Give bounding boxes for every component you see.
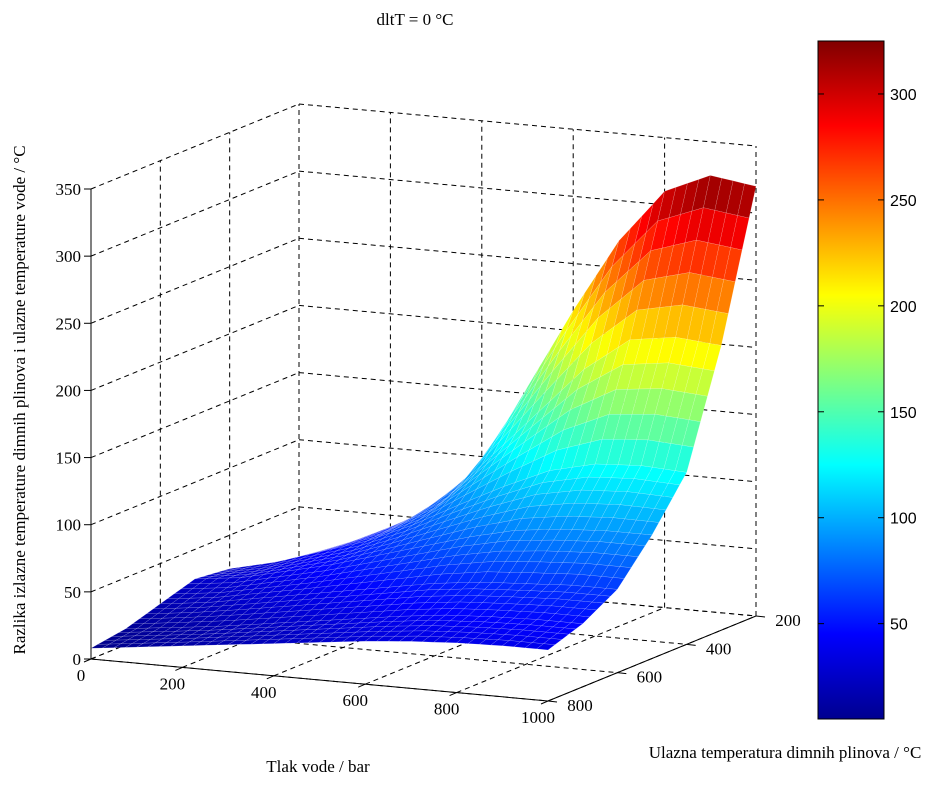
grid-line	[90, 439, 300, 526]
colorbar-tick-label: 150	[890, 405, 917, 422]
y-axis-line	[547, 615, 757, 702]
grid-line	[456, 607, 665, 694]
y-tick	[686, 643, 696, 646]
y-tick	[547, 700, 558, 703]
y-tick-label: 600	[637, 668, 663, 687]
y-tick-label: 200	[775, 611, 801, 630]
z-tick-label: 0	[73, 650, 82, 669]
z-axis-label: Razlika izlazne temperature dimnih plino…	[10, 145, 29, 654]
y-tick	[755, 615, 766, 618]
x-axis-label: Tlak vode / bar	[266, 757, 370, 776]
x-axis-line	[90, 658, 549, 702]
z-tick-label: 200	[56, 381, 82, 400]
x-tick	[175, 666, 183, 671]
x-tick-label: 1000	[521, 708, 555, 727]
y-tick	[617, 672, 627, 675]
y-axis-label: Ulazna temperatura dimnih plinova / °C	[649, 743, 922, 762]
colorbar-gradient	[817, 40, 885, 720]
grid-line	[90, 237, 300, 324]
colorbar-tick-label: 200	[890, 299, 917, 316]
grid-line	[90, 506, 300, 593]
surface	[90, 175, 757, 651]
z-tick-label: 250	[56, 314, 82, 333]
x-tick-label: 0	[77, 666, 86, 685]
chart-title: dltT = 0 °C	[377, 10, 454, 29]
z-tick-label: 100	[56, 516, 82, 535]
z-tick-label: 300	[56, 247, 82, 266]
colorbar-tick-label: 250	[890, 193, 917, 210]
y-tick-label: 800	[567, 696, 593, 715]
x-tick-label: 400	[251, 683, 277, 702]
grid-line	[90, 304, 300, 391]
surface-patch	[536, 643, 556, 651]
grid-line	[298, 103, 757, 147]
x-tick	[449, 692, 457, 697]
z-tick-label: 150	[56, 449, 82, 468]
colorbar-tick-label: 100	[890, 511, 917, 528]
y-tick-label: 400	[706, 639, 732, 658]
colorbar-tick-label: 300	[890, 87, 917, 104]
grid-line	[90, 372, 300, 459]
grid-line	[90, 103, 300, 190]
grid-line	[90, 170, 300, 257]
x-tick-label: 600	[342, 691, 368, 710]
colorbar-tick-label: 50	[890, 617, 908, 634]
x-tick-label: 200	[160, 674, 186, 693]
x-tick	[358, 683, 366, 688]
axes: 0 200 400 600 800 1000 200 400 600 800 0 50 100 150 20…	[56, 180, 801, 727]
z-tick-label: 350	[56, 180, 82, 199]
x-tick	[266, 675, 274, 680]
z-tick-label: 50	[64, 583, 81, 602]
colorbar: 50 100 150 200 250 300	[817, 40, 917, 720]
x-tick	[540, 700, 549, 705]
x-tick-label: 800	[434, 700, 460, 719]
